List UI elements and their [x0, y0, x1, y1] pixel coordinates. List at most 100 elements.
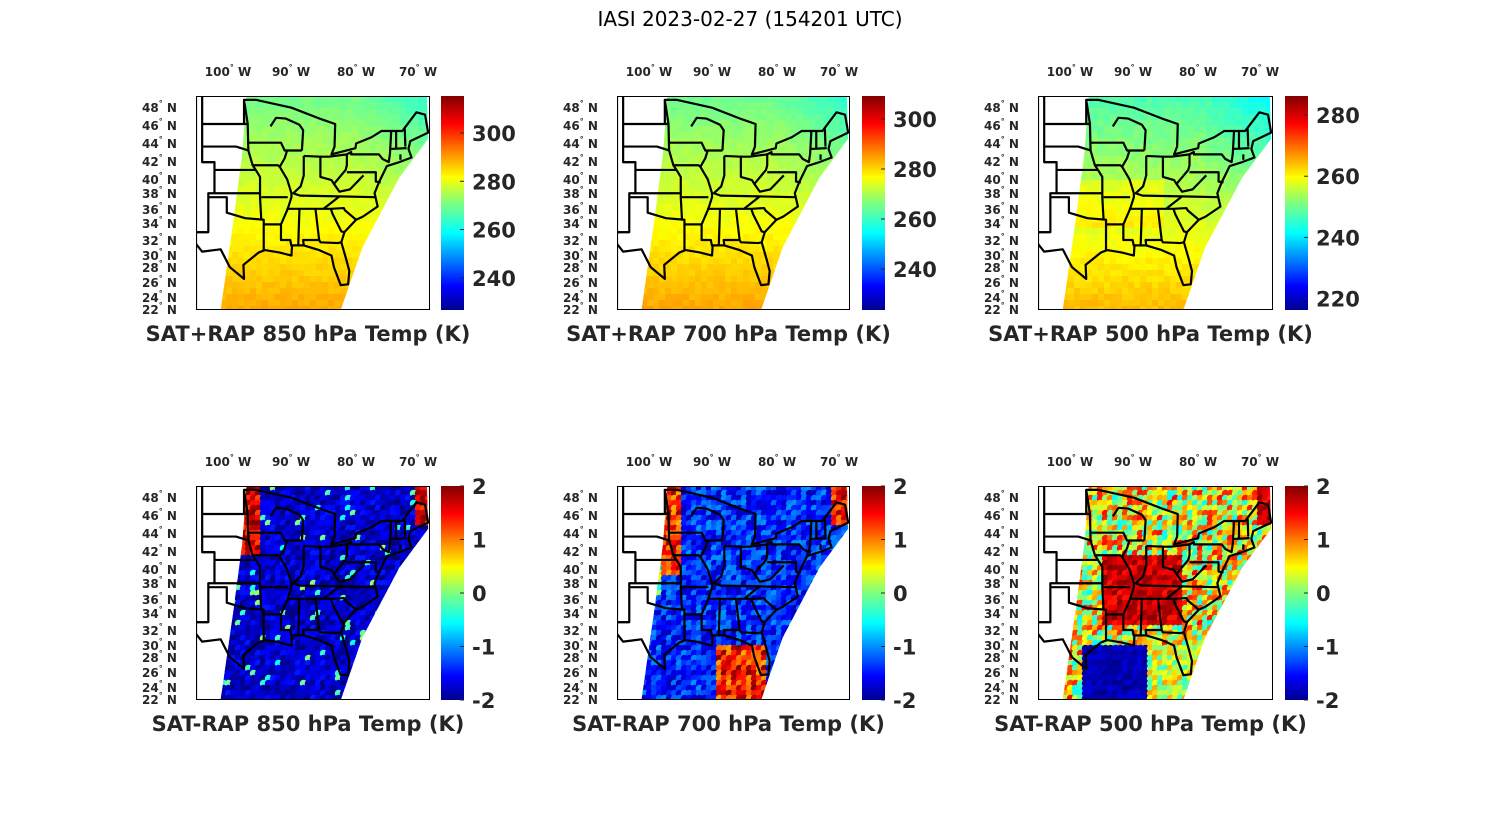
colorbar-tick-label: -1	[1316, 636, 1339, 660]
colorbar-tick-label: 280	[472, 170, 516, 194]
lon-tick-label: 80° W	[337, 63, 375, 79]
colorbar	[862, 486, 885, 700]
lon-tick-label: 80° W	[337, 453, 375, 469]
lat-tick-label: 44° N	[142, 135, 177, 151]
lat-tick-label: 26° N	[984, 664, 1019, 680]
lat-tick-label: 42° N	[984, 543, 1019, 559]
lon-tick-label: 70° W	[399, 453, 437, 469]
subplot-2: 100° W 90° W 80° W 70° W 48° N 46° N 44° N 42° …	[563, 63, 937, 346]
lat-tick-label: 28° N	[984, 649, 1019, 665]
lat-tick-label: 44° N	[563, 135, 598, 151]
lat-tick-label: 40° N	[142, 171, 177, 187]
colorbar	[441, 96, 464, 310]
lat-tick-label: 26° N	[984, 274, 1019, 290]
lon-tick-label: 90° W	[693, 63, 731, 79]
lat-tick-label: 40° N	[984, 561, 1019, 577]
colorbar-tick-label: 0	[472, 582, 487, 606]
colorbar-tick-label: 1	[1316, 529, 1331, 553]
lon-tick-label: 100° W	[1047, 453, 1093, 469]
lat-tick-label: 32° N	[563, 232, 598, 248]
colorbar-tick-label: 1	[472, 529, 487, 553]
lon-tick-label: 100° W	[205, 63, 251, 79]
axes-frame	[617, 96, 850, 310]
lat-tick-label: 26° N	[563, 664, 598, 680]
lat-tick-label: 48° N	[984, 489, 1019, 505]
state-boundaries	[1038, 486, 1273, 700]
lat-tick-label: 32° N	[984, 232, 1019, 248]
lat-tick-label: 46° N	[563, 507, 598, 523]
lon-tick-label: 80° W	[1179, 453, 1217, 469]
lat-tick-label: 44° N	[563, 525, 598, 541]
colorbar-tick-label: -2	[472, 689, 495, 713]
lat-tick-label: 40° N	[984, 171, 1019, 187]
lat-tick-label: 24° N	[142, 679, 177, 695]
axes-frame	[1038, 96, 1273, 310]
colorbar-tick-label: 260	[472, 219, 516, 243]
lat-tick-label: 22° N	[984, 301, 1019, 317]
axes-frame	[1038, 486, 1273, 700]
lat-tick-label: 38° N	[984, 185, 1019, 201]
lat-tick-label: 34° N	[142, 605, 177, 621]
lat-tick-label: 38° N	[142, 575, 177, 591]
lon-tick-label: 100° W	[626, 453, 672, 469]
state-boundaries	[1038, 96, 1273, 310]
state-boundaries	[196, 486, 430, 700]
lat-tick-label: 34° N	[984, 215, 1019, 231]
lat-tick-label: 26° N	[563, 274, 598, 290]
lon-tick-label: 100° W	[626, 63, 672, 79]
lat-tick-label: 28° N	[142, 259, 177, 275]
lat-tick-label: 42° N	[984, 153, 1019, 169]
lat-tick-label: 48° N	[563, 99, 598, 115]
lat-tick-label: 40° N	[142, 561, 177, 577]
lat-tick-label: 34° N	[563, 215, 598, 231]
lat-tick-label: 36° N	[142, 591, 177, 607]
colorbar	[862, 96, 885, 310]
lon-tick-label: 90° W	[1114, 63, 1152, 79]
colorbar-tick-label: -1	[893, 636, 916, 660]
lat-tick-label: 22° N	[142, 691, 177, 707]
lat-tick-label: 22° N	[984, 691, 1019, 707]
lat-tick-label: 38° N	[142, 185, 177, 201]
lon-tick-label: 70° W	[820, 63, 858, 79]
colorbar-tick-label: 280	[893, 158, 937, 182]
colorbar-tick-label: 2	[472, 475, 487, 499]
lat-tick-label: 32° N	[142, 232, 177, 248]
lat-tick-label: 36° N	[563, 591, 598, 607]
colorbar-tick-label: 220	[1316, 288, 1360, 312]
subplot-5: 100° W 90° W 80° W 70° W 48° N 46° N 44° N 42° …	[563, 453, 916, 736]
lon-tick-label: 70° W	[820, 453, 858, 469]
lon-tick-label: 100° W	[205, 453, 251, 469]
lat-tick-label: 24° N	[142, 289, 177, 305]
state-boundaries	[617, 96, 850, 310]
colorbar	[1285, 486, 1308, 700]
axes-frame	[196, 96, 430, 310]
lat-tick-label: 24° N	[563, 679, 598, 695]
lat-tick-label: 24° N	[984, 679, 1019, 695]
lat-tick-label: 40° N	[563, 171, 598, 187]
lat-tick-label: 26° N	[142, 274, 177, 290]
lat-tick-label: 30° N	[563, 637, 598, 653]
lat-tick-label: 36° N	[563, 201, 598, 217]
colorbar-tick-label: 240	[1316, 226, 1360, 250]
subplot-6: 100° W 90° W 80° W 70° W 48° N 46° N 44° N 42° …	[984, 453, 1339, 736]
lat-tick-label: 42° N	[563, 543, 598, 559]
lat-tick-label: 44° N	[142, 525, 177, 541]
lat-tick-label: 22° N	[563, 691, 598, 707]
lat-tick-label: 30° N	[142, 247, 177, 263]
lon-tick-label: 70° W	[399, 63, 437, 79]
lat-tick-label: 46° N	[563, 117, 598, 133]
lat-tick-label: 28° N	[142, 649, 177, 665]
lat-tick-label: 22° N	[563, 301, 598, 317]
lat-tick-label: 24° N	[984, 289, 1019, 305]
axes-frame	[617, 486, 850, 700]
lat-tick-label: 30° N	[142, 637, 177, 653]
subplot-title: SAT-RAP 500 hPa Temp (K)	[994, 712, 1307, 736]
lon-tick-label: 80° W	[758, 63, 796, 79]
figure-title: IASI 2023-02-27 (154201 UTC)	[597, 7, 903, 31]
lat-tick-label: 34° N	[142, 215, 177, 231]
lat-tick-label: 42° N	[142, 153, 177, 169]
state-boundaries	[196, 96, 430, 310]
lon-tick-label: 70° W	[1241, 63, 1279, 79]
lat-tick-label: 38° N	[563, 185, 598, 201]
